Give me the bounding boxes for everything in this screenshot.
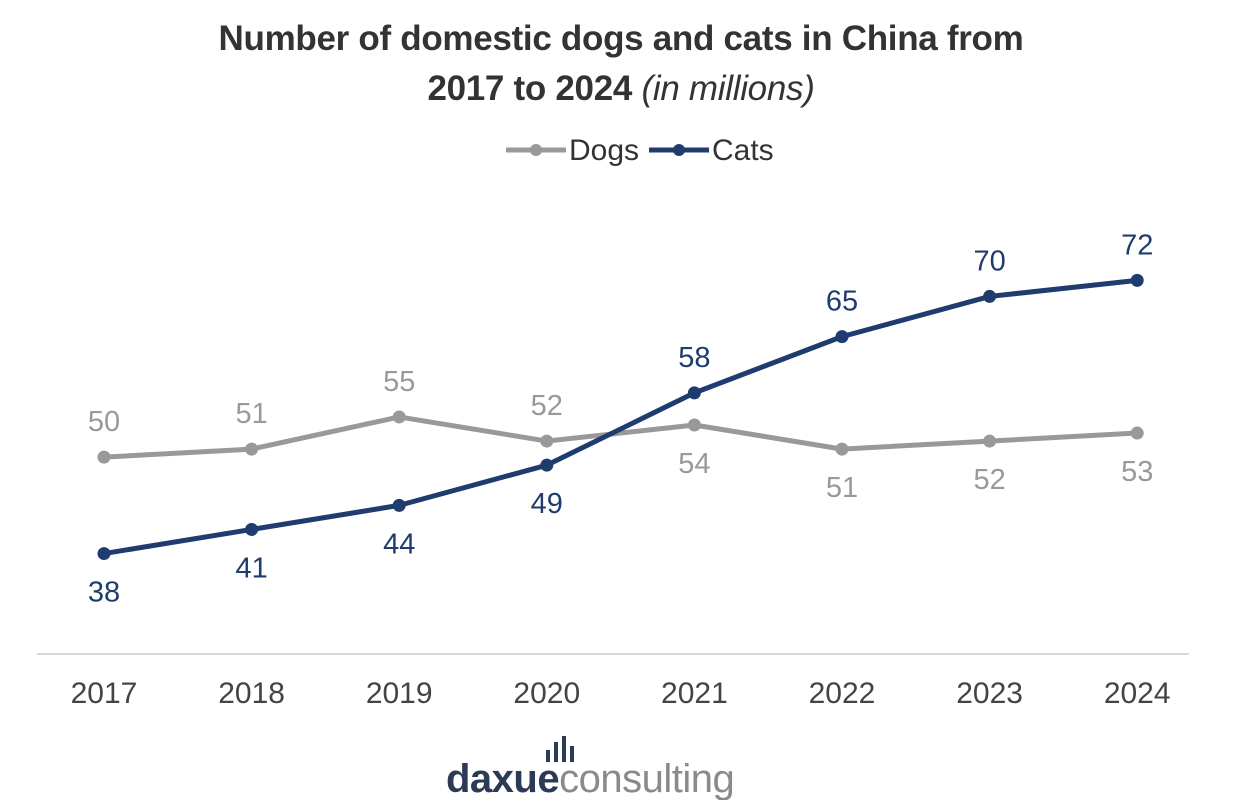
cats-series-line (101, 277, 1140, 557)
dogs-point-2022 (835, 442, 849, 456)
series-layer (97, 273, 1144, 561)
chart-title: Number of domestic dogs and cats in Chin… (0, 14, 1242, 114)
cats-point-2022 (835, 330, 849, 344)
chart-title-line1: Number of domestic dogs and cats in Chin… (218, 19, 1024, 58)
dogs-point-2018 (245, 442, 259, 456)
chart-title-unit: (in millions) (641, 69, 815, 108)
x-tick-label-2018: 2018 (218, 677, 285, 710)
legend-label-cats: Cats (712, 134, 774, 167)
cats-point-2020 (540, 458, 554, 472)
chart-title-line2: 2017 to 2024 (in millions) (0, 64, 1242, 114)
x-tick-label-2022: 2022 (809, 677, 876, 710)
cats-label-2023: 70 (973, 245, 1005, 277)
dogs-label-2024: 53 (1121, 456, 1153, 488)
cats-label-2024: 72 (1121, 229, 1153, 261)
cats-label-2017: 38 (88, 577, 120, 609)
dogs-point-2023 (983, 434, 997, 448)
dogs-label-2018: 51 (235, 398, 267, 430)
cats-point-2019 (392, 498, 406, 512)
logo-text-consulting: consulting (559, 757, 734, 800)
dogs-label-2017: 50 (88, 406, 120, 438)
dogs-point-2021 (687, 418, 701, 432)
cats-label-2019: 44 (383, 528, 415, 560)
cats-label-2018: 41 (235, 552, 267, 584)
logo-text-daxue: daxue (446, 757, 559, 800)
dogs-label-2023: 52 (973, 464, 1005, 496)
dogs-point-2019 (392, 410, 406, 424)
svg-text:daxueconsulting: daxueconsulting (446, 757, 734, 800)
x-tick-label-2023: 2023 (956, 677, 1023, 710)
dogs-label-2022: 51 (826, 472, 858, 504)
cats-label-2021: 58 (678, 342, 710, 374)
cats-point-2023 (983, 289, 997, 303)
x-axis-tick-labels: 2017 2018 2019 2020 2021 2022 2023 2024 (71, 677, 1171, 710)
dogs-series-line (101, 414, 1140, 460)
x-tick-label-2021: 2021 (661, 677, 728, 710)
daxue-consulting-logo: daxueconsulting (446, 728, 756, 801)
dogs-label-2021: 54 (678, 448, 710, 480)
cats-label-2022: 65 (826, 286, 858, 318)
x-tick-label-2024: 2024 (1104, 677, 1171, 710)
legend-marker-cats (673, 144, 685, 156)
x-tick-label-2019: 2019 (366, 677, 433, 710)
x-tick-label-2020: 2020 (513, 677, 580, 710)
bar-chart-logo-icon (546, 736, 574, 762)
dogs-label-2020: 52 (531, 390, 563, 422)
chart-title-years: 2017 to 2024 (427, 69, 633, 108)
x-tick-label-2017: 2017 (71, 677, 138, 710)
dogs-point-2017 (97, 450, 111, 464)
cats-point-2024 (1130, 273, 1144, 287)
dogs-label-2019: 55 (383, 366, 415, 398)
dogs-point-2024 (1130, 426, 1144, 440)
cats-point-2021 (687, 386, 701, 400)
legend: Dogs Cats (506, 134, 774, 167)
cats-point-2017 (97, 547, 111, 561)
data-label-layer: 50 38 51 41 55 44 52 49 54 58 51 65 52 70 53 72 (88, 229, 1153, 608)
cats-label-2020: 49 (531, 488, 563, 520)
dogs-point-2020 (540, 434, 554, 448)
cats-point-2018 (245, 522, 259, 536)
legend-marker-dogs (530, 144, 542, 156)
legend-label-dogs: Dogs (569, 134, 639, 167)
